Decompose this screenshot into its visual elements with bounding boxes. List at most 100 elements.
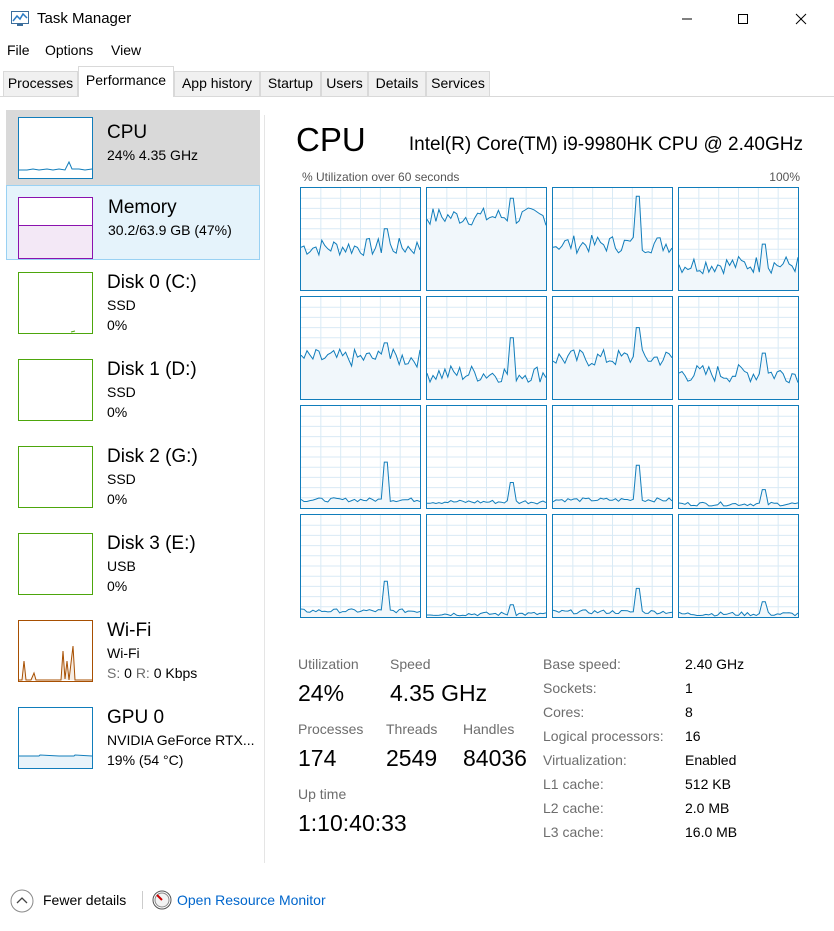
sidebar-item-wifi[interactable]: Wi-Fi Wi-Fi S: 0 R: 0 Kbps <box>6 608 260 683</box>
threads-label: Threads <box>386 721 438 737</box>
disk1-type: SSD <box>107 384 136 400</box>
disk1-name: Disk 1 (D:) <box>107 359 197 380</box>
uptime-label: Up time <box>298 786 347 802</box>
tab-users[interactable]: Users <box>321 71 368 96</box>
spec-label: Logical processors: <box>543 728 664 744</box>
disk1-thumbnail-graph <box>18 359 93 421</box>
chevron-up-icon <box>10 889 34 913</box>
memory-thumbnail-graph <box>18 197 93 259</box>
maximize-button[interactable] <box>720 0 766 38</box>
cpu-thumbnail-graph <box>18 117 93 179</box>
sidebar-item-memory[interactable]: Memory 30.2/63.9 GB (47%) <box>6 185 260 260</box>
handles-value: 84036 <box>463 745 527 771</box>
footer: Fewer details Open Resource Monitor <box>0 867 834 931</box>
max-percent-label: 100% <box>769 170 800 184</box>
disk0-type: SSD <box>107 297 136 313</box>
cpu-sub: 24% 4.35 GHz <box>107 147 199 163</box>
disk3-type: USB <box>107 558 136 574</box>
logical-processor-graph <box>552 405 673 509</box>
logical-processor-graph <box>678 187 799 291</box>
disk2-name: Disk 2 (G:) <box>107 446 198 467</box>
sidebar-item-disk2[interactable]: Disk 2 (G:) SSD 0% <box>6 434 260 509</box>
task-manager-icon <box>11 11 29 26</box>
wifi-send-label: S: <box>107 665 121 681</box>
spec-value: Enabled <box>685 752 737 768</box>
logical-processor-graph <box>678 405 799 509</box>
logical-processor-graph <box>300 296 421 400</box>
wifi-receive-value: 0 Kbps <box>153 665 198 681</box>
logical-processor-graph <box>678 514 799 618</box>
sidebar-item-disk3[interactable]: Disk 3 (E:) USB 0% <box>6 521 260 596</box>
wifi-thumbnail-graph <box>18 620 93 682</box>
spec-label: L2 cache: <box>543 800 604 816</box>
threads-value: 2549 <box>386 745 438 771</box>
tab-details[interactable]: Details <box>368 71 426 96</box>
logical-processor-graph <box>552 514 673 618</box>
minimize-button[interactable] <box>664 0 710 38</box>
logical-processor-graph <box>552 296 673 400</box>
disk0-pct: 0% <box>107 317 128 333</box>
gpu-model: NVIDIA GeForce RTX... <box>107 732 255 748</box>
spec-label: L3 cache: <box>543 824 604 840</box>
wifi-type: Wi-Fi <box>107 645 140 661</box>
title-bar: Task Manager <box>0 0 834 38</box>
logical-processor-graph <box>300 514 421 618</box>
page-title: CPU <box>296 121 366 158</box>
disk0-thumbnail-graph <box>18 272 93 334</box>
menu-file[interactable]: File <box>7 42 30 58</box>
spec-value: 8 <box>685 704 693 720</box>
gpu-name: GPU 0 <box>107 707 165 728</box>
disk2-type: SSD <box>107 471 136 487</box>
disk3-name: Disk 3 (E:) <box>107 533 196 554</box>
spec-label: Base speed: <box>543 656 621 672</box>
disk2-pct: 0% <box>107 491 128 507</box>
utilization-label: Utilization <box>298 656 359 672</box>
spec-value: 2.0 MB <box>685 800 730 816</box>
close-icon <box>795 13 807 25</box>
processes-value: 174 <box>298 745 337 771</box>
logical-processor-graph <box>300 187 421 291</box>
sidebar-item-disk0[interactable]: Disk 0 (C:) SSD 0% <box>6 260 260 335</box>
wifi-throughput: S: 0 R: 0 Kbps <box>107 665 197 681</box>
menu-view[interactable]: View <box>111 42 142 58</box>
memory-sub: 30.2/63.9 GB (47%) <box>108 222 232 238</box>
spec-value: 1 <box>685 680 693 696</box>
logical-processor-graph <box>426 187 547 291</box>
spec-label: L1 cache: <box>543 776 604 792</box>
tab-processes[interactable]: Processes <box>3 71 78 96</box>
wifi-name: Wi-Fi <box>107 620 152 641</box>
tab-services[interactable]: Services <box>426 71 490 96</box>
wifi-receive-label: R: <box>135 665 150 681</box>
disk2-thumbnail-graph <box>18 446 93 508</box>
menu-bar: File Options View <box>0 38 834 62</box>
disk0-name: Disk 0 (C:) <box>107 272 197 293</box>
spec-value: 2.40 GHz <box>685 656 745 672</box>
tab-performance[interactable]: Performance <box>78 66 174 97</box>
tab-startup[interactable]: Startup <box>260 71 321 96</box>
tab-bar: Processes Performance App history Startu… <box>0 62 834 97</box>
sidebar-item-gpu[interactable]: GPU 0 NVIDIA GeForce RTX... 19% (54 °C) <box>6 695 260 770</box>
spec-label: Cores: <box>543 704 585 720</box>
processes-label: Processes <box>298 721 364 737</box>
open-resource-monitor-label: Open Resource Monitor <box>177 892 326 908</box>
disk1-pct: 0% <box>107 404 128 420</box>
cpu-name: CPU <box>107 122 148 143</box>
logical-processor-graph <box>552 187 673 291</box>
spec-value: 16 <box>685 728 701 744</box>
tab-app-history[interactable]: App history <box>174 71 260 96</box>
spec-value: 16.0 MB <box>685 824 738 840</box>
menu-options[interactable]: Options <box>45 42 94 58</box>
speed-label: Speed <box>390 656 431 672</box>
sidebar-divider <box>264 115 265 863</box>
spec-value: 512 KB <box>685 776 731 792</box>
cpu-model: Intel(R) Core(TM) i9-9980HK CPU @ 2.40GH… <box>408 134 803 155</box>
sidebar-item-disk1[interactable]: Disk 1 (D:) SSD 0% <box>6 347 260 422</box>
logical-processor-graph <box>678 296 799 400</box>
resource-monitor-icon <box>152 890 172 910</box>
window-title: Task Manager <box>37 10 132 27</box>
wifi-send-value: 0 <box>124 665 132 681</box>
disk3-pct: 0% <box>107 578 128 594</box>
memory-name: Memory <box>108 197 177 218</box>
sidebar-item-cpu[interactable]: CPU 24% 4.35 GHz <box>6 110 260 185</box>
close-button[interactable] <box>778 0 824 38</box>
